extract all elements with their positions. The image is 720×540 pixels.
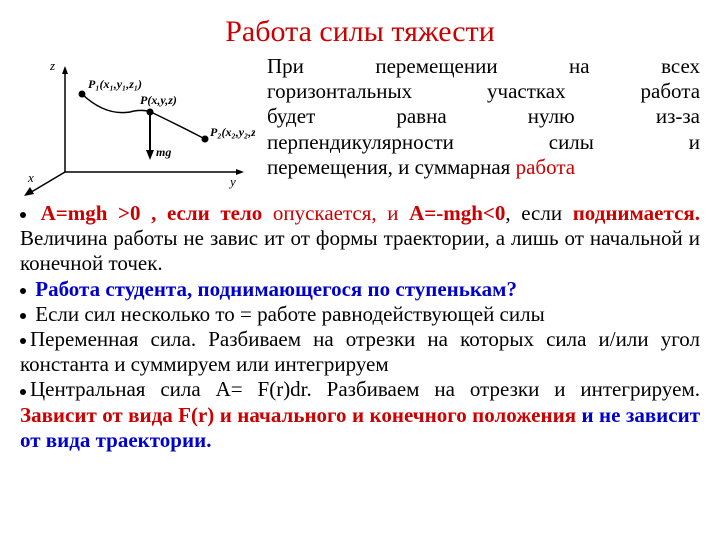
intro-paragraph: При перемещении на всех горизонтальных у… — [267, 54, 700, 199]
text-student-question: Работа студента, поднимающегося по ступе… — [35, 277, 517, 301]
bullet-icon — [20, 288, 26, 294]
trajectory-diagram: z x y P₁(x₁,y₁,z₁) P(x,y,z) P₂(x₂,y₂,z₂)… — [20, 54, 255, 199]
formula-positive: A=mgh >0 , если тело — [41, 201, 263, 225]
bullet-icon — [20, 389, 26, 395]
text-descends: опускается, и — [273, 201, 399, 225]
bullet-icon — [20, 212, 26, 218]
formula-negative: A=-mgh<0 — [409, 201, 505, 225]
point-p2-label: P₂(x₂,y₂,z₂) — [210, 125, 255, 139]
page-title: Работа силы тяжести — [20, 15, 700, 49]
text-multiple-forces: Если сил несколько то = работе равнодейс… — [35, 302, 544, 326]
bullet-icon — [20, 313, 26, 319]
bullet-icon — [20, 338, 26, 344]
text-depends: Зависит от вида F(r) и начального и коне… — [20, 403, 576, 427]
text-central-force: Центральная сила A= F(r)dr. Разбиваем на… — [30, 377, 700, 401]
text-variable-force: Переменная сила. Разбиваем на отрезки на… — [20, 327, 700, 376]
text-path-independent: Величина работы не завис ит от формы тра… — [20, 226, 700, 275]
mg-label: mg — [156, 145, 171, 159]
point-p1-label: P₁(x₁,y₁,z₁) — [88, 77, 142, 91]
axis-z-label: z — [49, 58, 55, 73]
axis-y-label: y — [228, 174, 236, 189]
body-paragraph: A=mgh >0 , если тело опускается, и A=-mg… — [20, 201, 700, 453]
text-rises: поднимается. — [573, 201, 700, 225]
text-if: , если — [505, 201, 562, 225]
top-section: z x y P₁(x₁,y₁,z₁) P(x,y,z) P₂(x₂,y₂,z₂)… — [20, 54, 700, 199]
point-p-label: P(x,y,z) — [140, 93, 177, 107]
axis-x-label: x — [27, 170, 34, 185]
